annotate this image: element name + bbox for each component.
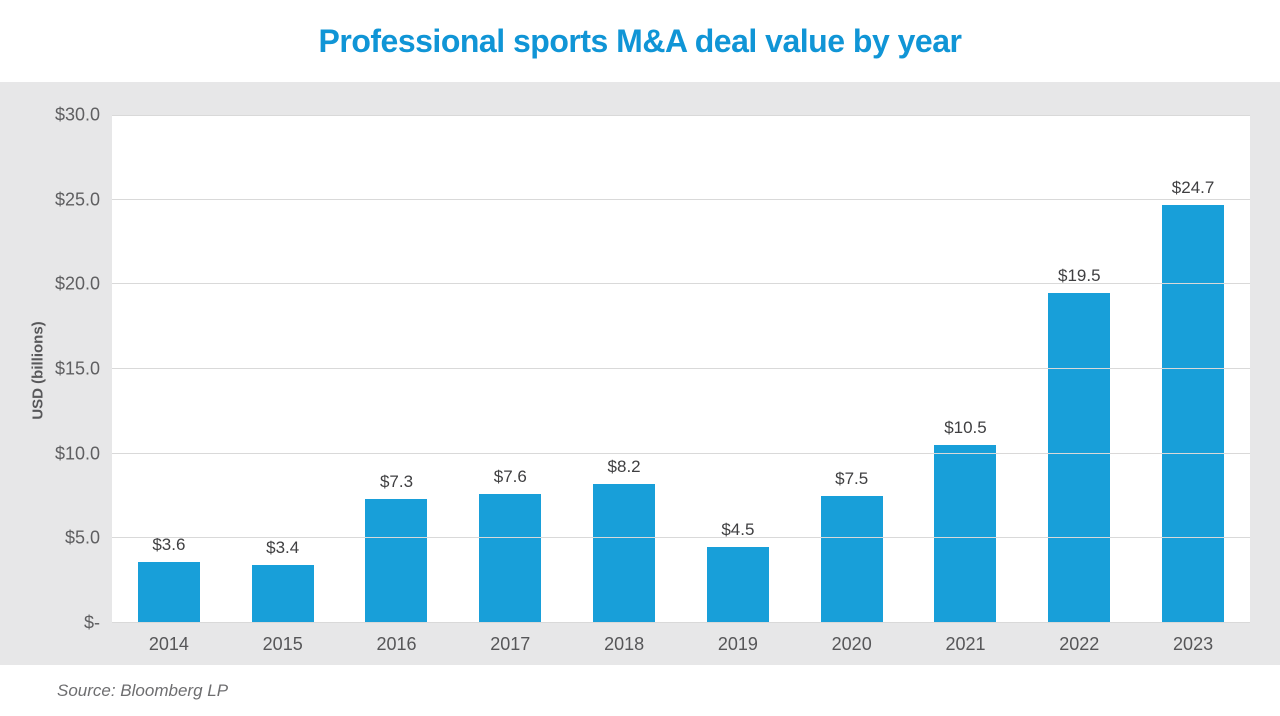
x-tick-label-2022: 2022 xyxy=(1059,633,1100,654)
bar-2023 xyxy=(1162,204,1225,623)
bar-slot-2019: $4.5 xyxy=(681,115,795,623)
gridline xyxy=(112,622,1250,623)
page-title: Professional sports M&A deal value by ye… xyxy=(318,22,962,59)
bar-slot-2015: $3.4 xyxy=(226,115,340,623)
x-tick-label-2015: 2015 xyxy=(262,633,303,654)
bar-2016 xyxy=(365,499,428,623)
bar-slot-2018: $8.2 xyxy=(567,115,681,623)
chart-area: USD (billions) $30.0 $25.0 $20.0 $15.0 $10.0… xyxy=(0,82,1280,665)
x-tick-label-2016: 2016 xyxy=(376,633,417,654)
bar-slot-2014: $3.6 xyxy=(112,115,226,623)
bars-row: $3.6 $3.4 $7.3 $7.6 $8.2 $4.5 $7.5 $10.5 $19.5 $2… xyxy=(112,115,1250,623)
y-tick-label: $5.0 xyxy=(64,527,100,548)
bar-value-label-2019: $4.5 xyxy=(721,519,755,539)
x-tick-label-2021: 2021 xyxy=(945,633,986,654)
bar-slot-2020: $7.5 xyxy=(795,115,909,623)
gridline xyxy=(112,283,1250,285)
x-tick-label-2018: 2018 xyxy=(604,633,645,654)
gridline xyxy=(112,452,1250,454)
gridline xyxy=(112,368,1250,369)
bar-2021 xyxy=(934,445,997,623)
bar-slot-2022: $19.5 xyxy=(1022,115,1136,623)
bar-slot-2021: $10.5 xyxy=(909,115,1023,623)
x-tick-label-2020: 2020 xyxy=(831,633,872,654)
source-note: Source: Bloomberg LP xyxy=(57,680,229,700)
y-tick-label: $15.0 xyxy=(54,358,100,379)
gridline xyxy=(112,198,1250,200)
x-axis-ticks: 2014 2015 2016 2017 2018 2019 2020 2021 2022 2023 xyxy=(112,623,1250,665)
bar-2017 xyxy=(479,494,542,623)
x-tick-label-2019: 2019 xyxy=(717,633,758,654)
bar-slot-2016: $7.3 xyxy=(340,115,454,623)
bar-value-label-2021: $10.5 xyxy=(944,418,987,438)
bar-value-label-2023: $24.7 xyxy=(1171,177,1215,197)
bar-value-label-2018: $8.2 xyxy=(607,457,641,477)
y-tick-label: $20.0 xyxy=(54,273,100,294)
y-tick-label: $10.0 xyxy=(54,443,100,464)
y-tick-label: $25.0 xyxy=(54,189,100,210)
bar-value-label-2016: $7.3 xyxy=(379,472,414,492)
bar-2019 xyxy=(706,546,769,623)
bar-slot-2023: $24.7 xyxy=(1136,115,1250,623)
bar-2018 xyxy=(593,484,656,623)
bar-2015 xyxy=(251,565,314,623)
x-tick-label-2017: 2017 xyxy=(490,633,531,654)
bar-2020 xyxy=(820,496,883,623)
gridline xyxy=(112,537,1250,539)
bar-value-label-2020: $7.5 xyxy=(835,469,869,488)
plot-area: $3.6 $3.4 $7.3 $7.6 $8.2 $4.5 $7.5 $10.5 $19.5 $2… xyxy=(112,115,1250,623)
y-tick-label: $- xyxy=(83,612,100,633)
source-band: Source: Bloomberg LP xyxy=(0,665,1280,716)
bar-value-label-2015: $3.4 xyxy=(266,538,300,558)
y-tick-label: $30.0 xyxy=(54,104,100,125)
x-tick-label-2023: 2023 xyxy=(1173,633,1214,654)
y-axis-ticks: $30.0 $25.0 $20.0 $15.0 $10.0 $5.0 $- xyxy=(0,105,100,633)
bar-value-label-2017: $7.6 xyxy=(493,467,527,487)
bar-value-label-2022: $19.5 xyxy=(1057,265,1101,285)
bar-2022 xyxy=(1048,292,1111,623)
bar-value-label-2014: $3.6 xyxy=(152,535,186,555)
bar-2014 xyxy=(137,562,200,623)
x-tick-label-2014: 2014 xyxy=(148,633,189,654)
gridline xyxy=(112,115,1250,116)
title-band: Professional sports M&A deal value by ye… xyxy=(0,0,1280,82)
bar-slot-2017: $7.6 xyxy=(453,115,567,623)
